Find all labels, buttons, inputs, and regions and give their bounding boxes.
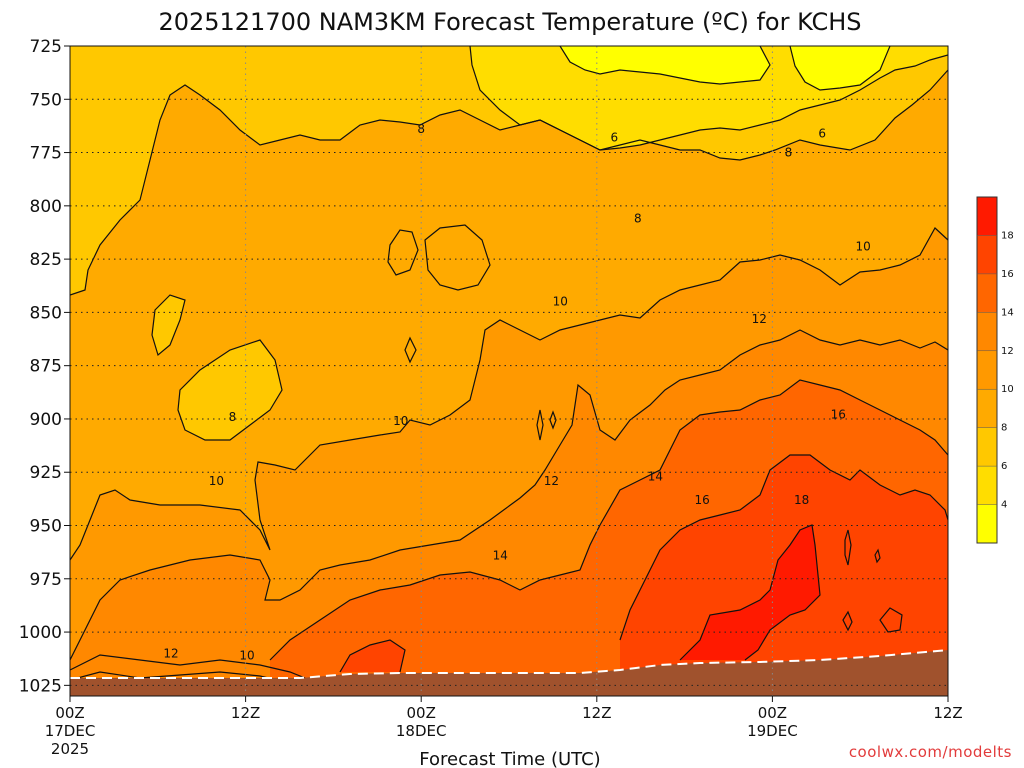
- colorbar-band-14: [977, 273, 997, 313]
- x-tick-date-48: 19DEC: [747, 722, 798, 740]
- contour-label-1: 6: [818, 126, 826, 140]
- colorbar-band-10: [977, 350, 997, 390]
- contour-label-14: 14: [493, 548, 508, 562]
- y-tick-label-1000: 1000: [19, 623, 62, 643]
- y-tick-label-900: 900: [30, 410, 62, 430]
- contour-label-13: 12: [163, 646, 178, 660]
- x-tick-label-48: 00Z: [758, 704, 787, 722]
- colorbar-label-10: 10: [1001, 384, 1014, 395]
- y-tick-label-875: 875: [30, 357, 62, 377]
- contour-label-3: 8: [634, 212, 642, 226]
- contour-label-2: 8: [417, 122, 425, 136]
- y-tick-label-975: 975: [30, 570, 62, 590]
- x-tick-label-36: 12Z: [582, 704, 611, 722]
- colorbar-label-4: 4: [1001, 500, 1007, 511]
- y-tick-label-775: 775: [30, 144, 62, 164]
- x-tick-date-0: 17DEC: [45, 722, 96, 740]
- colorbar-frame: [976, 196, 998, 544]
- x-tick-year-0: 2025: [51, 740, 89, 758]
- y-tick-label-1025: 1025: [19, 676, 62, 696]
- contour-label-15: 14: [648, 469, 663, 483]
- colorbar-band-2: [977, 504, 997, 543]
- contour-label-9: 10: [209, 474, 224, 488]
- band-18-20: [680, 525, 820, 660]
- chart-title: 2025121700 NAM3KM Forecast Temperature (…: [158, 8, 861, 36]
- colorbar-band-18: [977, 197, 997, 236]
- contour-label-18: 18: [794, 493, 809, 507]
- colorbar-label-16: 16: [1001, 269, 1014, 280]
- grid-lines: [70, 46, 948, 696]
- ground-edge-line: [70, 649, 948, 679]
- colorbar: 4 6 8 10 12 14 16 18: [976, 196, 1014, 544]
- contour-label-16: 16: [831, 408, 846, 422]
- contour-label-10: 10: [239, 649, 254, 663]
- contour-label-8: 10: [393, 414, 408, 428]
- y-tick-label-950: 950: [30, 517, 62, 537]
- y-tick-label-725: 725: [30, 37, 62, 57]
- y-axis: 725 750 775 800 825 850 875 900 925 950 975 1000 102…: [19, 37, 70, 696]
- band-2-4: [560, 46, 770, 84]
- y-tick-label-925: 925: [30, 463, 62, 483]
- y-tick-label-750: 750: [30, 90, 62, 110]
- contour-label-17: 16: [695, 493, 710, 507]
- credit-link[interactable]: coolwx.com/modelts: [849, 743, 1012, 761]
- x-tick-label-60: 12Z: [933, 704, 962, 722]
- contour-labels: 6 6 8 8 8 8 10 10 10 10 10 12 12 12 14 14 16 16 18: [163, 122, 870, 662]
- x-tick-label-0: 00Z: [55, 704, 84, 722]
- contour-label-5: 8: [229, 410, 237, 424]
- contour-label-6: 10: [553, 295, 568, 309]
- contour-label-11: 12: [752, 312, 767, 326]
- band-16-18-left: [340, 640, 405, 672]
- colorbar-band-8: [977, 389, 997, 428]
- colorbar-band-12: [977, 312, 997, 351]
- contour-label-7: 10: [855, 239, 870, 253]
- colorbar-band-6: [977, 427, 997, 467]
- y-tick-label-825: 825: [30, 250, 62, 270]
- colorbar-label-18: 18: [1001, 230, 1014, 241]
- band-2-4-right: [790, 46, 890, 90]
- plot-frame: [69, 45, 949, 697]
- colorbar-band-4: [977, 466, 997, 505]
- band-6-8-patch: [178, 340, 282, 440]
- colorbar-label-12: 12: [1001, 346, 1014, 357]
- plot-area: 6 6 8 8 8 8 10 10 10 10 10 12 12 12 14 14 16 16 18: [70, 46, 948, 696]
- contour-label-4: 8: [785, 146, 793, 160]
- x-tick-date-24: 18DEC: [396, 722, 447, 740]
- colorbar-label-14: 14: [1001, 307, 1014, 318]
- colorbar-label-6: 6: [1001, 461, 1007, 472]
- contour-label-12: 12: [544, 474, 559, 488]
- colorbar-label-8: 8: [1001, 423, 1007, 434]
- y-tick-label-850: 850: [30, 303, 62, 323]
- x-tick-label-24: 00Z: [407, 704, 436, 722]
- contour-label-0: 6: [611, 131, 619, 145]
- y-tick-label-800: 800: [30, 197, 62, 217]
- x-axis-title: Forecast Time (UTC): [419, 749, 600, 768]
- x-tick-label-12: 12Z: [231, 704, 260, 722]
- colorbar-band-16: [977, 235, 997, 274]
- band-6-8-patch-2: [152, 295, 185, 355]
